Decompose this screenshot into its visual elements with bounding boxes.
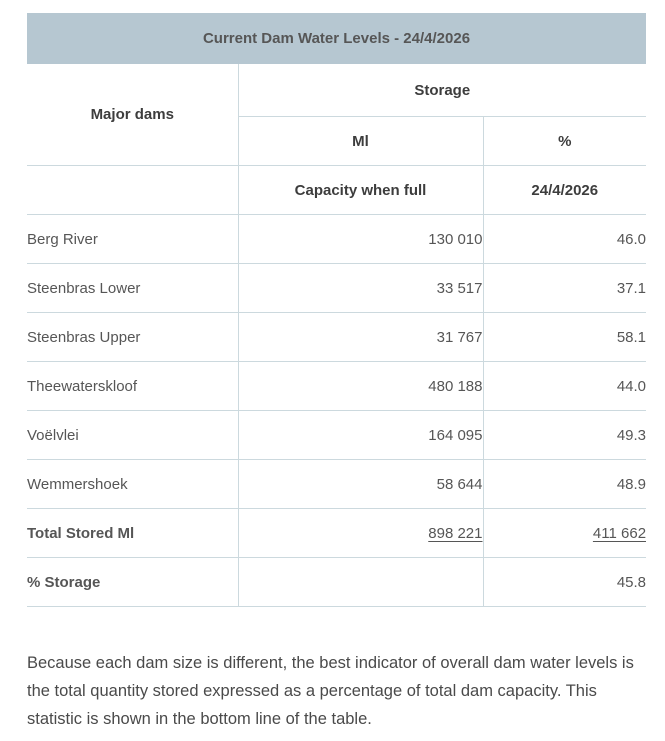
header-unit-ml: Ml [238, 116, 484, 166]
table-row: Steenbras Upper 31 767 58.1 [27, 312, 647, 362]
table-row: Voëlvlei 164 095 49.3 [27, 410, 647, 460]
table-row: Theewaterskloof 480 188 44.0 [27, 361, 647, 411]
dam-percent: 44.0 [483, 361, 647, 411]
header-row-storage: Major dams Storage [27, 64, 647, 166]
dam-levels-table: Current Dam Water Levels - 24/4/2026 Maj… [27, 13, 647, 607]
header-date: 24/4/2026 [483, 165, 647, 215]
total-row: Total Stored Ml 898 221 411 662 [27, 508, 647, 558]
header-unit-percent: % [483, 116, 647, 166]
total-label: Total Stored Ml [27, 508, 239, 558]
total-capacity-ml: 898 221 [238, 508, 484, 558]
dam-percent: 46.0 [483, 214, 647, 264]
dam-capacity-ml: 33 517 [238, 263, 484, 313]
spacer-cell [238, 557, 484, 607]
spacer-cell [27, 165, 239, 215]
total-capacity-value: 898 221 [428, 524, 483, 542]
header-major-dams: Major dams [27, 64, 239, 166]
percent-storage-row: % Storage 45.8 [27, 557, 647, 607]
percent-storage-value: 45.8 [483, 557, 647, 607]
table-row: Wemmershoek 58 644 48.9 [27, 459, 647, 509]
dam-name: Berg River [27, 214, 239, 264]
dam-percent: 49.3 [483, 410, 647, 460]
header-row-capacity: Capacity when full 24/4/2026 [27, 165, 647, 215]
dam-capacity-ml: 31 767 [238, 312, 484, 362]
dam-name: Wemmershoek [27, 459, 239, 509]
header-storage: Storage [238, 64, 647, 117]
total-stored-value: 411 662 [592, 524, 647, 542]
percent-storage-label: % Storage [27, 557, 239, 607]
dam-name: Steenbras Lower [27, 263, 239, 313]
table-title-row: Current Dam Water Levels - 24/4/2026 [27, 13, 647, 64]
dam-name: Steenbras Upper [27, 312, 239, 362]
dam-name: Theewaterskloof [27, 361, 239, 411]
header-capacity-when-full: Capacity when full [238, 165, 484, 215]
dam-capacity-ml: 58 644 [238, 459, 484, 509]
table-title: Current Dam Water Levels - 24/4/2026 [27, 13, 647, 64]
dam-capacity-ml: 480 188 [238, 361, 484, 411]
header-row-units: Ml % [27, 116, 647, 166]
explanatory-note: Because each dam size is different, the … [27, 654, 634, 728]
dam-capacity-ml: 164 095 [238, 410, 484, 460]
total-stored-ml: 411 662 [483, 508, 647, 558]
table-row: Steenbras Lower 33 517 37.1 [27, 263, 647, 313]
dam-name: Voëlvlei [27, 410, 239, 460]
dam-percent: 48.9 [483, 459, 647, 509]
dam-percent: 37.1 [483, 263, 647, 313]
dam-percent: 58.1 [483, 312, 647, 362]
table-row: Berg River 130 010 46.0 [27, 214, 647, 264]
dam-capacity-ml: 130 010 [238, 214, 484, 264]
